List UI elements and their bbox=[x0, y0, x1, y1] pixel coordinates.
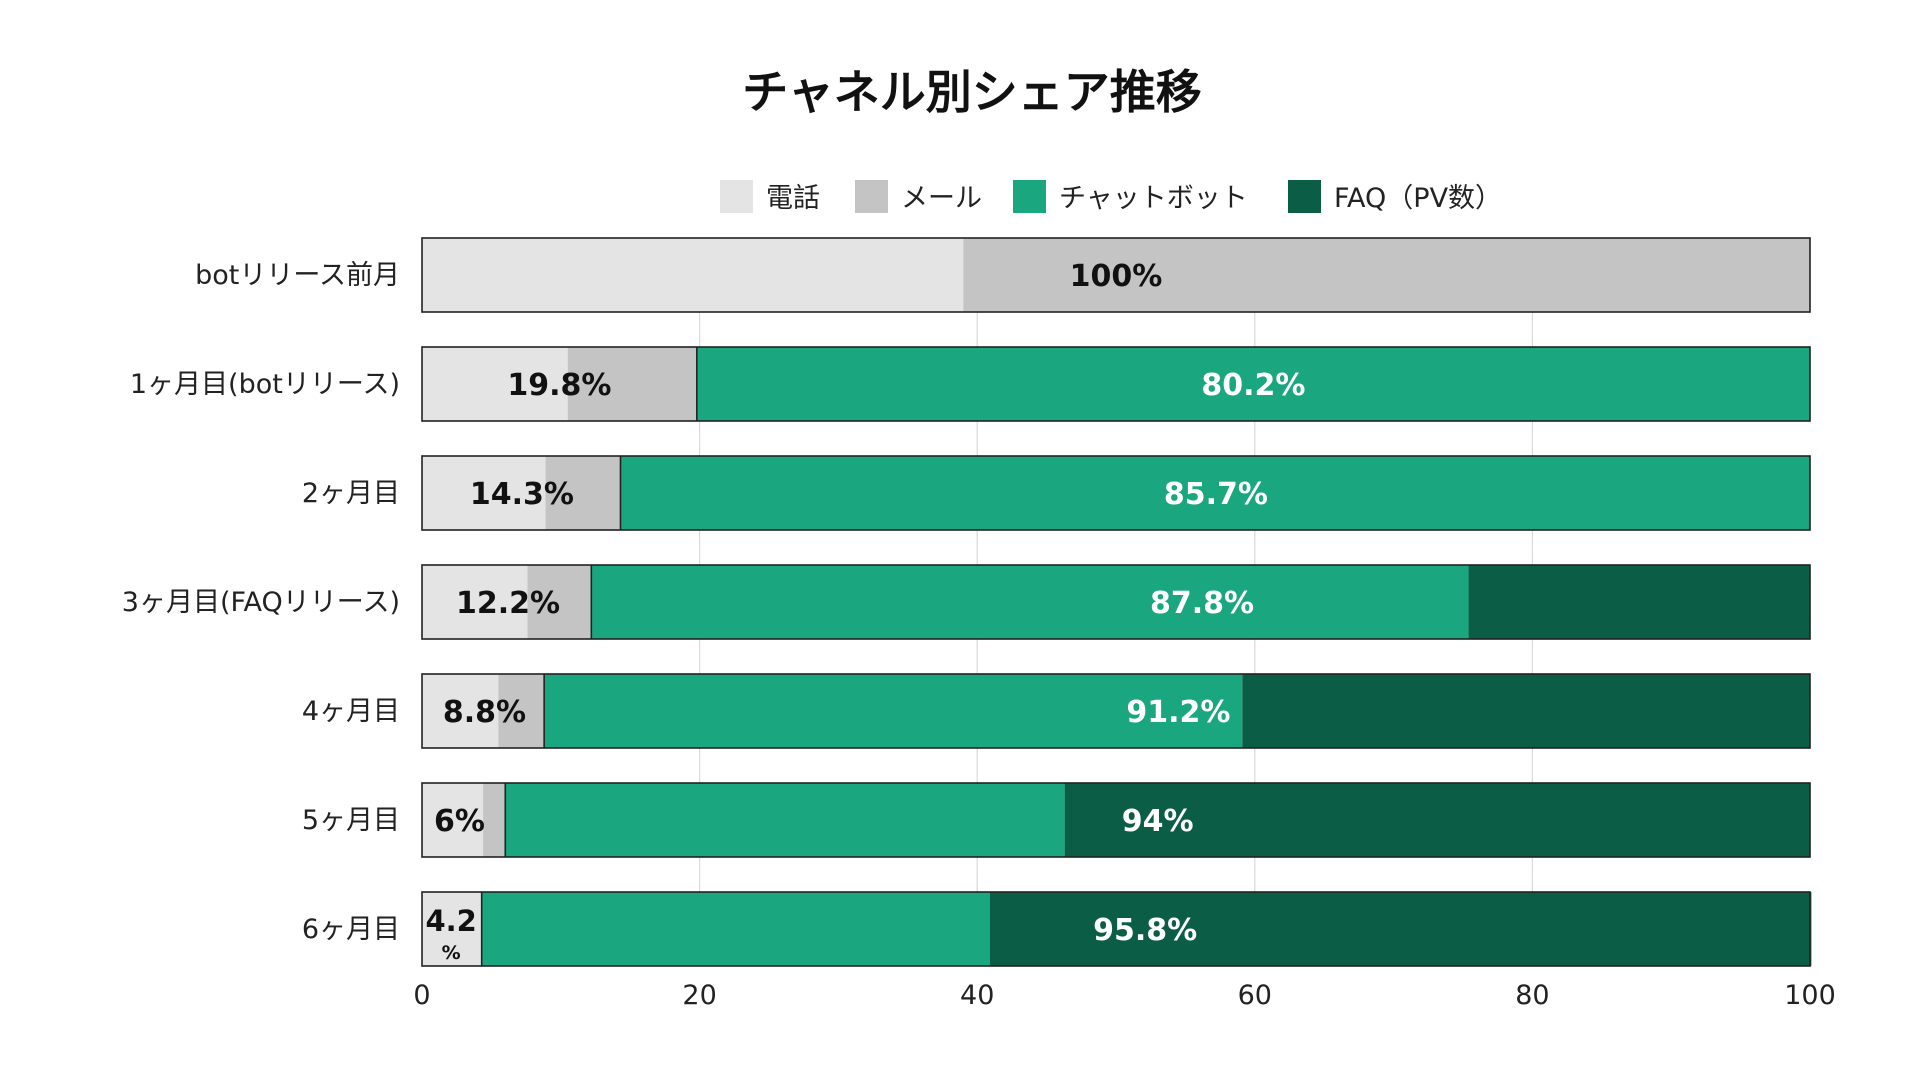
category-label: 3ヶ月目(FAQリリース) bbox=[122, 587, 400, 618]
bar-segment bbox=[591, 565, 1469, 639]
data-labels: 100% 19.8% 80.2% 14.3% 85.7% 12.2% 87.8% 8.8% 91… bbox=[425, 259, 1305, 964]
x-tick-label: 40 bbox=[960, 980, 994, 1011]
bar-segment bbox=[1064, 783, 1810, 857]
data-label: 8.8% bbox=[443, 695, 526, 730]
bar-segment bbox=[483, 783, 506, 857]
legend-swatch bbox=[1013, 180, 1046, 213]
data-label: 91.2% bbox=[1126, 695, 1230, 730]
bar-segment bbox=[620, 456, 1810, 530]
data-label: 14.3% bbox=[470, 477, 574, 512]
y-axis-labels: botリリース前月 1ヶ月目(botリリース) 2ヶ月目 3ヶ月目(FAQリリース) 4… bbox=[122, 260, 400, 945]
bar-outline bbox=[421, 891, 1811, 967]
bar-outline bbox=[421, 455, 1811, 531]
legend-label: 電話 bbox=[766, 183, 820, 214]
chart-title: チャネル別シェア推移 bbox=[742, 65, 1202, 119]
category-label: 5ヶ月目 bbox=[302, 805, 400, 836]
x-tick-label: 80 bbox=[1515, 980, 1549, 1011]
data-label: 80.2% bbox=[1201, 368, 1305, 403]
bar-segment bbox=[422, 892, 482, 966]
bar-segment bbox=[481, 892, 990, 966]
bar-outline bbox=[421, 782, 1811, 858]
bar-segment bbox=[422, 674, 499, 748]
bar-segment bbox=[1468, 565, 1810, 639]
legend-label: FAQ（PV数） bbox=[1334, 183, 1502, 214]
x-axis-ticks: 0 20 40 60 80 100 bbox=[413, 980, 1835, 1011]
data-label: 100% bbox=[1070, 259, 1163, 294]
bar-segment bbox=[422, 783, 484, 857]
bar-segment bbox=[963, 238, 1810, 312]
x-tick-label: 0 bbox=[413, 980, 430, 1011]
data-label: 4.2 bbox=[425, 904, 476, 938]
data-label: 12.2% bbox=[456, 586, 560, 621]
x-tick-label: 20 bbox=[682, 980, 716, 1011]
bar-segment bbox=[422, 456, 546, 530]
bar-outline bbox=[421, 673, 1811, 749]
legend-label: チャットボット bbox=[1059, 183, 1248, 214]
bar-outline bbox=[421, 237, 1811, 313]
category-label: 1ヶ月目(botリリース) bbox=[130, 369, 400, 400]
data-label: 87.8% bbox=[1150, 586, 1254, 621]
bar-segment bbox=[545, 456, 621, 530]
bar-outline bbox=[421, 346, 1811, 422]
bar-segment bbox=[422, 347, 568, 421]
category-label: botリリース前月 bbox=[195, 260, 400, 291]
legend-label: メール bbox=[901, 183, 982, 214]
category-label: 6ヶ月目 bbox=[302, 914, 400, 945]
legend-swatch bbox=[1288, 180, 1321, 213]
bar-segment bbox=[527, 565, 592, 639]
data-label: 95.8% bbox=[1093, 913, 1197, 948]
bar-segment bbox=[422, 238, 964, 312]
bar-segment bbox=[696, 347, 1810, 421]
bar-segment bbox=[422, 565, 528, 639]
legend-swatch bbox=[720, 180, 753, 213]
data-label: 94% bbox=[1122, 804, 1194, 839]
data-label: 6% bbox=[434, 804, 485, 839]
legend: 電話 メール チャットボット FAQ（PV数） bbox=[720, 180, 1502, 214]
x-tick-label: 60 bbox=[1238, 980, 1272, 1011]
category-label: 4ヶ月目 bbox=[302, 696, 400, 727]
bar-segment bbox=[567, 347, 697, 421]
bar-segment bbox=[1242, 674, 1810, 748]
bar-outline bbox=[421, 564, 1811, 640]
bar-segment bbox=[505, 783, 1065, 857]
legend-swatch bbox=[855, 180, 888, 213]
bar-segment bbox=[498, 674, 545, 748]
bar-segment bbox=[989, 892, 1812, 966]
bars bbox=[421, 237, 1812, 967]
data-label: 19.8% bbox=[507, 368, 611, 403]
x-tick-label: 100 bbox=[1784, 980, 1836, 1011]
bar-segment bbox=[544, 674, 1243, 748]
category-label: 2ヶ月目 bbox=[302, 478, 400, 509]
data-label: 85.7% bbox=[1164, 477, 1268, 512]
data-label-unit: % bbox=[442, 942, 461, 964]
